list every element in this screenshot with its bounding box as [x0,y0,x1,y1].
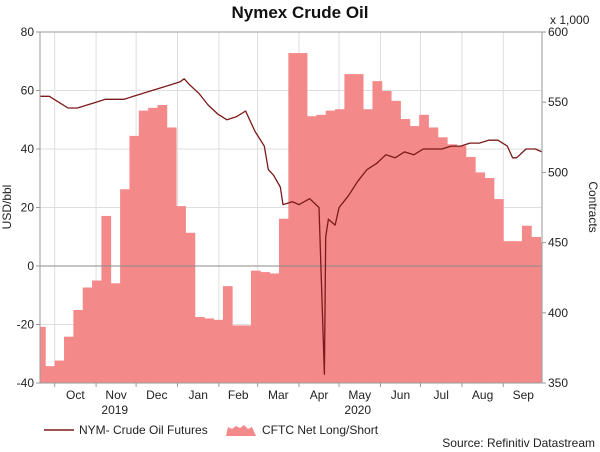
cftc-bar [307,116,317,384]
x-month-label: Apr [310,388,329,402]
cftc-bar [269,273,280,383]
cftc-bar [110,283,121,383]
left-tick-label: -20 [17,318,35,332]
left-tick-label: 20 [21,201,35,215]
left-tick-label: 0 [27,259,34,273]
cftc-bar [101,215,112,383]
cftc-bar [409,126,420,384]
cftc-bar [372,81,383,383]
x-month-label: Jun [391,388,410,402]
x-axis-ticks: Oct Nov Dec Jan Feb Mar Apr May Jun Jul Aug Sep 2019… [54,383,535,417]
cftc-bar [64,336,74,383]
x-month-label: Oct [66,388,85,402]
cftc-bar [278,218,289,383]
cftc-bar [344,74,355,384]
cftc-bar [391,100,401,384]
right-axis-ticks: 600 550 500 450 400 350 [542,25,568,390]
cftc-bar [232,325,243,383]
x-month-label: Aug [472,388,493,402]
cftc-bar [222,286,233,383]
cftc-bar [241,325,252,383]
cftc-bar [531,236,542,383]
cftc-bar [250,270,261,383]
x-year-label: 2020 [344,403,371,417]
cftc-bar [260,272,271,383]
cftc-bar [484,178,495,383]
cftc-bar [493,199,504,383]
cftc-bar [503,241,514,383]
cftc-bar [213,319,224,383]
left-tick-label: 80 [21,25,35,39]
x-month-label: Sep [513,388,535,402]
cftc-bar [325,110,336,384]
cftc-bar [157,105,168,384]
cftc-bar [166,127,177,383]
right-tick-label: 400 [548,306,568,320]
legend-area-label: CFTC Net Long/Short [262,423,379,437]
cftc-bar [512,241,523,383]
cftc-bar [297,53,308,384]
right-tick-label: 550 [548,95,568,109]
legend-line-label: NYM- Crude Oil Futures [79,423,208,437]
x-month-label: May [348,388,371,402]
cftc-bar [447,144,457,383]
legend-area-swatch [226,425,256,436]
x-month-label: Feb [228,388,249,402]
x-month-label: Nov [105,388,126,402]
cftc-bar [521,225,532,383]
cftc-bar [120,189,130,383]
cftc-bar [148,107,158,383]
right-tick-label: 500 [548,165,568,179]
cftc-bar [45,366,56,383]
cftc-bar [204,318,214,383]
cftc-bar [194,317,205,383]
cftc-bar [82,287,93,383]
cftc-bar [363,109,373,383]
cftc-bar [316,114,327,383]
cftc-bar [437,137,448,383]
chart-title: Nymex Crude Oil [232,3,369,22]
cftc-bar [176,206,186,383]
cftc-bar [335,109,345,383]
cftc-bar [40,326,46,383]
right-tick-label: 600 [548,25,568,39]
right-tick-label: 350 [548,376,568,390]
left-axis-ticks: 80 60 40 20 0 -20 -40 [17,25,40,390]
crude-oil-line [40,78,543,375]
cftc-bar [381,90,392,383]
x-year-label: 2019 [101,403,128,417]
right-axis-unit: x 1,000 [550,13,590,27]
cftc-bar [465,156,476,383]
left-axis-title: USD/bbl [0,185,14,230]
cftc-bar [92,280,102,383]
cftc-bar [400,119,411,383]
cftc-bar [475,172,485,383]
right-axis-title: Contracts [586,181,600,232]
crude-line-layer [40,78,543,375]
x-month-label: Jan [189,388,208,402]
x-month-label: Mar [268,388,289,402]
cftc-bar [129,135,140,383]
left-tick-label: 40 [21,142,35,156]
right-tick-label: 450 [548,236,568,250]
left-tick-label: 60 [21,84,35,98]
cftc-bar [428,127,439,383]
cftc-bar [73,309,84,383]
source-note: Source: Refinitiv Datastream [442,436,595,450]
cftc-bar [456,145,467,383]
cftc-bar [138,110,149,384]
cftc-bar [419,114,429,383]
cftc-bar [185,232,196,383]
left-tick-label: -40 [17,376,35,390]
cftc-area-layer [40,53,543,384]
x-month-label: Jul [434,388,449,402]
cftc-bar [54,360,65,383]
cftc-bar [353,74,364,384]
x-month-label: Dec [146,388,167,402]
cftc-bar [288,53,299,384]
legend: NYM- Crude Oil Futures CFTC Net Long/Sho… [44,423,379,437]
